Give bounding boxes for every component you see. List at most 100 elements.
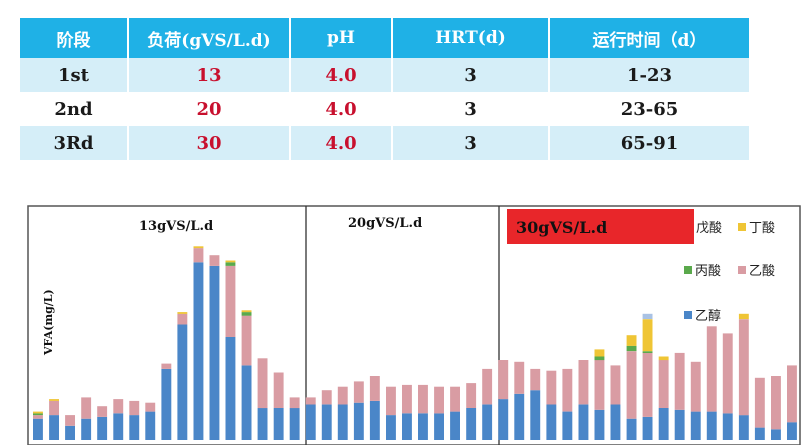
bar-segment-ethanol bbox=[129, 415, 140, 440]
bar-segment-propionic bbox=[225, 262, 236, 266]
header-load: 负荷(gVS/L.d) bbox=[128, 18, 291, 58]
bar-stack bbox=[578, 360, 589, 440]
legend-swatch-acetic bbox=[738, 266, 746, 274]
bar-segment-acetic bbox=[369, 376, 380, 401]
bar-segment-ethanol bbox=[674, 409, 685, 440]
bar-segment-acetic bbox=[145, 402, 156, 412]
bar-segment-butyric bbox=[626, 335, 637, 346]
bar-segment-ethanol bbox=[209, 265, 220, 440]
bar-segment-propionic bbox=[33, 413, 43, 416]
bar-segment-acetic bbox=[241, 315, 252, 366]
bar-stack bbox=[738, 313, 749, 440]
stage-label-2: 20gVS/L.d bbox=[348, 216, 422, 231]
legend-swatch-butyric bbox=[738, 223, 746, 231]
bar-segment-acetic bbox=[273, 372, 284, 408]
bar-stack bbox=[706, 326, 717, 440]
header-ph: pH bbox=[290, 18, 393, 58]
bar-segment-ethanol bbox=[353, 402, 364, 440]
bar-segment-acetic bbox=[129, 400, 140, 416]
legend-label-valeric: 戊酸 bbox=[696, 221, 722, 236]
legend-label-propionic: 丙酸 bbox=[695, 264, 721, 279]
bar-segment-acetic bbox=[771, 376, 781, 430]
bar-segment-acetic bbox=[177, 313, 188, 325]
table-row: 3Rd 30 4.0 3 65-91 bbox=[20, 126, 751, 160]
cell-hrt: 3 bbox=[392, 92, 550, 126]
bar-segment-acetic bbox=[81, 397, 92, 419]
header-runtime: 运行时间（d） bbox=[549, 18, 751, 58]
bar-segment-ethanol bbox=[498, 399, 509, 440]
bar-stack bbox=[402, 384, 412, 440]
bar-segment-ethanol bbox=[81, 418, 92, 440]
bar-segment-acetic bbox=[97, 406, 108, 417]
bar-stack bbox=[754, 377, 765, 440]
bar-segment-acetic bbox=[738, 319, 749, 416]
cell-load: 30 bbox=[128, 126, 291, 160]
bar-segment-acetic bbox=[257, 358, 268, 409]
bar-stack bbox=[418, 384, 428, 440]
bar-segment-ethanol bbox=[33, 418, 43, 440]
bar-segment-acetic bbox=[49, 400, 59, 416]
bar-stack bbox=[81, 397, 92, 440]
bar-stack bbox=[594, 349, 605, 440]
bar-segment-acetic bbox=[418, 384, 428, 414]
bar-segment-acetic bbox=[113, 399, 124, 414]
bar-stack bbox=[530, 368, 541, 440]
bar-segment-acetic bbox=[402, 384, 412, 414]
bar-stack bbox=[386, 386, 396, 440]
bar-stack bbox=[771, 376, 781, 440]
bar-segment-acetic bbox=[658, 360, 669, 408]
vfa-stacked-bar-chart: 13gVS/L.d 20gVS/L.d 30gVS/L.d VFA(mg/L) … bbox=[27, 205, 801, 445]
bar-segment-acetic bbox=[33, 415, 43, 419]
bar-stack bbox=[321, 390, 332, 440]
bar-segment-butyric bbox=[658, 356, 669, 361]
bar-segment-acetic bbox=[321, 390, 332, 405]
bar-stack bbox=[161, 363, 172, 440]
bar-stack bbox=[305, 397, 316, 440]
bar-stack bbox=[546, 370, 557, 440]
bar-segment-butyric bbox=[193, 246, 204, 249]
bar-segment-ethanol bbox=[738, 415, 749, 440]
bar-segment-acetic bbox=[706, 326, 717, 412]
bar-segment-ethanol bbox=[466, 408, 477, 440]
bar-segment-acetic bbox=[498, 360, 509, 400]
bar-segment-ethanol bbox=[113, 413, 124, 440]
bar-stack bbox=[642, 313, 653, 440]
bar-segment-acetic bbox=[434, 386, 444, 414]
bar-segment-ethanol bbox=[706, 411, 717, 440]
bar-stack bbox=[273, 372, 284, 440]
cell-ph: 4.0 bbox=[290, 92, 393, 126]
bar-segment-acetic bbox=[690, 361, 701, 412]
bar-segment-butyric bbox=[594, 349, 605, 357]
bar-segment-ethanol bbox=[594, 409, 605, 440]
bar-segment-ethanol bbox=[450, 411, 460, 440]
table-row: 1st 13 4.0 3 1-23 bbox=[20, 58, 751, 92]
bar-segment-ethanol bbox=[722, 413, 733, 440]
bar-segment-acetic bbox=[722, 333, 733, 414]
bar-stack bbox=[658, 356, 669, 440]
bar-segment-butyric bbox=[49, 399, 59, 401]
bar-stack bbox=[450, 386, 460, 440]
bar-stack bbox=[145, 402, 156, 440]
bar-segment-acetic bbox=[209, 255, 220, 266]
bar-stack bbox=[690, 361, 701, 440]
bar-segment-acetic bbox=[353, 381, 364, 403]
bar-segment-acetic bbox=[530, 368, 541, 391]
header-hrt: HRT(d) bbox=[392, 18, 550, 58]
bar-stack bbox=[434, 386, 444, 440]
bar-groups bbox=[33, 246, 797, 440]
bar-segment-ethanol bbox=[626, 418, 637, 440]
bar-segment-valeric bbox=[642, 313, 653, 320]
bar-segment-acetic bbox=[193, 248, 204, 263]
legend-label-acetic: 乙酸 bbox=[749, 264, 775, 279]
bar-stack bbox=[97, 406, 108, 440]
bar-stack bbox=[626, 335, 637, 440]
cell-stage: 1st bbox=[20, 58, 129, 92]
bar-stack bbox=[562, 368, 573, 440]
table-header-row: 阶段 负荷(gVS/L.d) pH HRT(d) 运行时间（d） bbox=[20, 18, 751, 58]
cell-runtime: 1-23 bbox=[549, 58, 751, 92]
bar-segment-ethanol bbox=[145, 411, 156, 440]
bar-segment-ethanol bbox=[257, 408, 268, 440]
bar-stack bbox=[610, 365, 621, 440]
bar-segment-acetic bbox=[482, 368, 493, 405]
cell-load: 13 bbox=[128, 58, 291, 92]
